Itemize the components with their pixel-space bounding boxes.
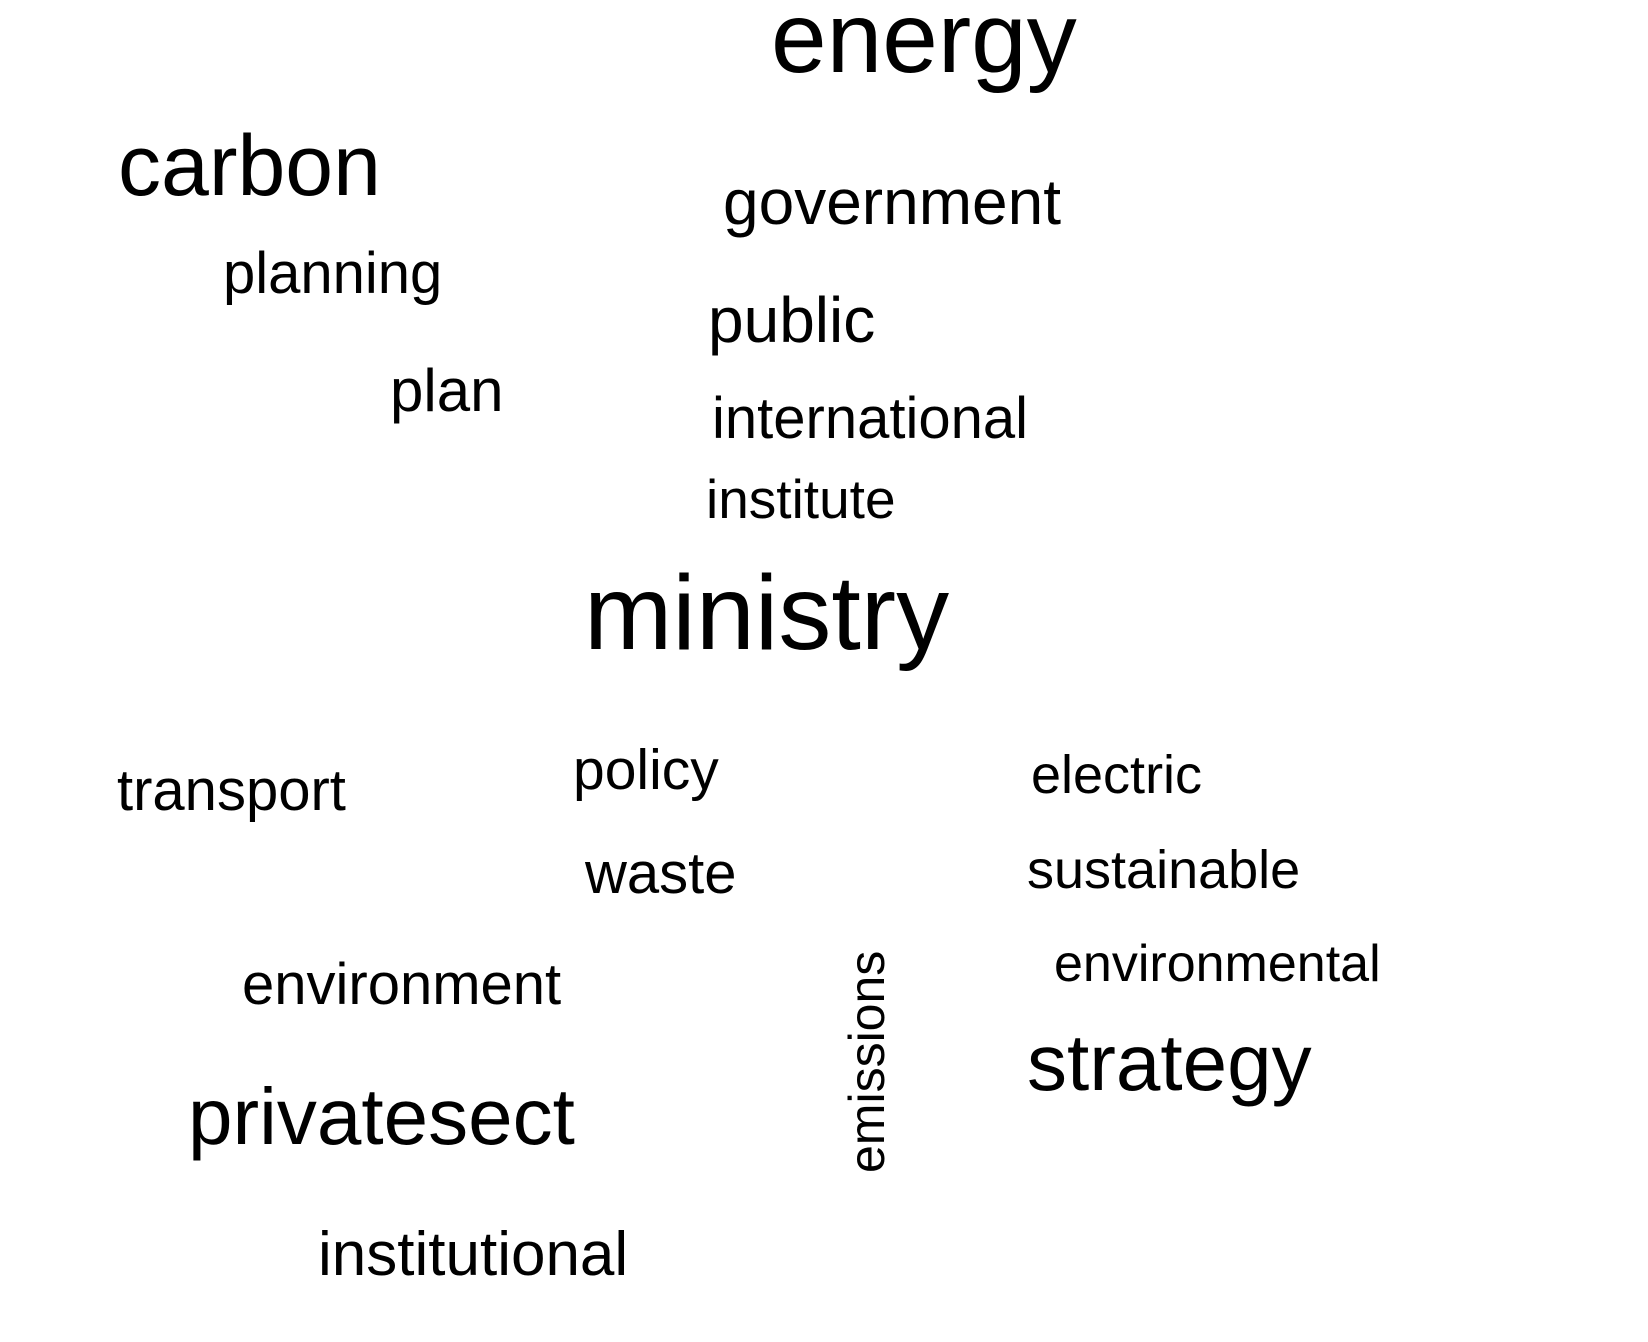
word-energy: energy [771, 0, 1077, 94]
word-planning: planning [223, 241, 443, 306]
word-government: government [723, 166, 1061, 238]
word-institute: institute [706, 468, 896, 530]
word-waste: waste [585, 841, 737, 906]
word-emissions: emissions [839, 950, 895, 1173]
word-policy: policy [573, 738, 719, 802]
word-international: international [712, 386, 1028, 451]
word-carbon: carbon [118, 118, 381, 214]
word-strategy: strategy [1027, 1018, 1312, 1107]
word-sustainable: sustainable [1027, 840, 1301, 900]
word-ministry: ministry [584, 554, 950, 672]
word-institutional: institutional [318, 1220, 629, 1289]
word-public: public [708, 284, 876, 356]
word-environmental: environmental [1054, 935, 1381, 993]
word-privatesect: privatesect [188, 1072, 575, 1161]
word-environment: environment [242, 952, 562, 1017]
word-transport: transport [117, 758, 346, 823]
word-electric: electric [1031, 745, 1203, 805]
word-plan: plan [390, 357, 504, 424]
